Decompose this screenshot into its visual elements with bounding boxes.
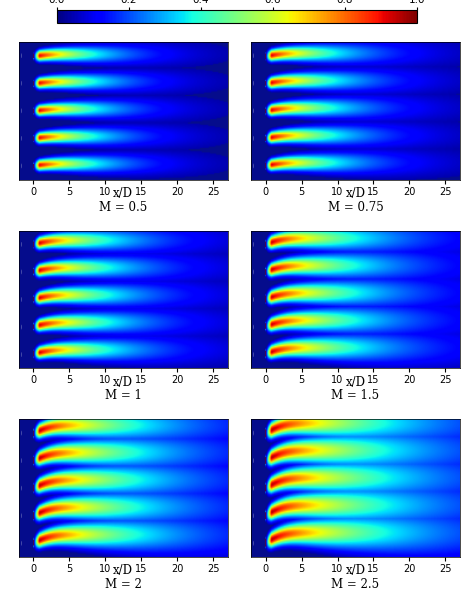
Text: M = 0.75: M = 0.75 — [328, 201, 383, 214]
Text: x/D: x/D — [346, 187, 365, 200]
Text: x/D: x/D — [113, 187, 133, 200]
Text: x/D: x/D — [113, 564, 133, 577]
Text: M = 2.5: M = 2.5 — [331, 578, 380, 591]
Text: M = 2: M = 2 — [105, 578, 142, 591]
Text: M = 0.5: M = 0.5 — [99, 201, 147, 214]
Text: x/D: x/D — [113, 376, 133, 389]
Text: M = 1: M = 1 — [105, 389, 142, 403]
Text: M = 1.5: M = 1.5 — [331, 389, 380, 403]
Text: x/D: x/D — [346, 564, 365, 577]
Text: x/D: x/D — [346, 376, 365, 389]
